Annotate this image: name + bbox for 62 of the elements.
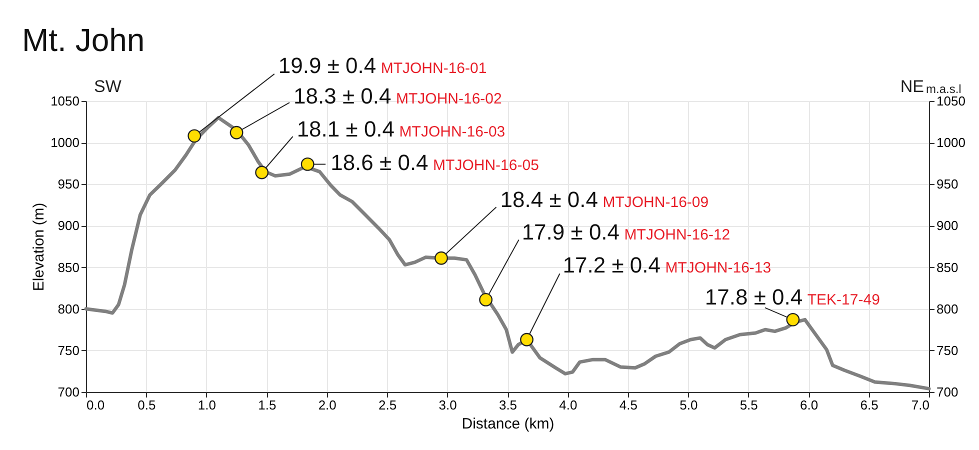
x-axis-title: Distance (km) [462,416,554,432]
x-tick-label: 7.0 [911,398,930,412]
point [255,166,269,180]
y2-tick-label: 750 [936,342,958,358]
x-tick-label: 6.0 [800,398,818,412]
point [300,157,314,171]
y2-axis-title: m.a.s.l [926,82,962,96]
point [434,251,448,265]
y2-tick-label: 850 [936,260,958,275]
annotation: 18.4 ± 0.4 [500,187,598,212]
x-tick-label: 2.0 [318,398,336,412]
text: MTJOHN-16-01 [380,60,487,77]
text: NE [900,77,924,96]
x-tick-label: 2.5 [378,398,397,412]
y2-tick-label: 800 [936,301,958,316]
y2-tick-label: 1050 [936,94,966,108]
x-tick-label: 5.5 [740,398,758,412]
x-tick-label: 1.5 [258,398,276,412]
x-tick-label: 4.5 [619,398,638,412]
point [520,332,534,346]
x-tick-label: 5.0 [680,398,698,412]
x-tick-label: 1.0 [198,398,216,412]
x-tick-label: 0.0 [86,398,105,412]
annotation: MTJOHN-16-09 [602,194,709,212]
y-tick-label: 850 [58,260,80,275]
annotation: MTJOHN-16-02 [396,90,502,108]
point [479,293,493,306]
y-tick-label: 1000 [50,135,80,150]
x-tick-label: 4.0 [559,398,578,412]
x-tick-label: 3.0 [438,398,457,412]
x-tick-label: 0.5 [138,398,156,412]
annotation: MTJOHN-16-03 [399,124,506,141]
chart-title: Mt. John [22,22,145,58]
x-tick-label: 6.5 [860,398,878,412]
y2-tick-label: 1000 [936,135,966,150]
y-tick-label: 750 [58,342,80,358]
text: SW [94,77,122,96]
y-tick-label: 1050 [50,94,80,108]
annotation: 17.8 ± 0.4 [704,284,803,310]
x-tick-label: 3.5 [498,398,518,412]
annotation: 17.2 ± 0.4 [562,252,660,278]
annotation: MTJOHN-16-12 [624,226,730,244]
annotation: 19.9 ± 0.4 [278,52,376,78]
y-axis-title: Elevation (m) [30,202,48,292]
annotation: 18.3 ± 0.4 [294,84,392,109]
y-tick-label: 900 [58,218,80,234]
annotation: 17.9 ± 0.4 [522,220,620,245]
point [786,312,800,326]
annotation: MTJOHN-16-05 [433,157,539,174]
annotation: 18.6 ± 0.4 [330,150,428,176]
annotation: 18.1 ± 0.4 [296,116,395,142]
point [230,126,244,140]
annotation: MTJOHN-16-13 [665,260,772,277]
y2-tick-label: 950 [936,176,958,192]
y-tick-label: 700 [58,384,80,400]
y-tick-label: 950 [58,176,80,192]
y2-tick-label: 700 [936,384,958,400]
y2-tick-label: 900 [936,218,958,234]
annotation: TEK-17-49 [807,292,880,309]
line-series [84,116,931,390]
point [188,129,202,143]
y-tick-label: 800 [58,301,80,316]
